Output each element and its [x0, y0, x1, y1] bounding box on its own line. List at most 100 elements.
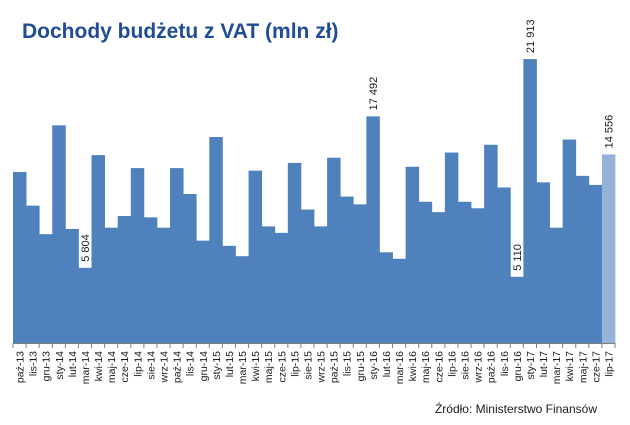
x-tick-label-lut-16: lut-16 — [381, 351, 393, 377]
bar-gru-15 — [353, 204, 367, 343]
x-tick-label-paź-14: paź-14 — [172, 351, 184, 383]
x-tick-label-lis-13: lis-13 — [28, 351, 40, 376]
bar-lip-14 — [130, 168, 145, 343]
data-labels-group: 5 804 17 492 5 110 21 913 14 556 — [80, 19, 615, 270]
x-tick-label-kwi-17: kwi-17 — [564, 351, 576, 382]
bar-mar-17 — [549, 227, 564, 343]
bar-lut-15 — [222, 245, 236, 343]
x-tick-label-wrz-15: wrz-15 — [316, 351, 328, 384]
data-label-mar-14: 5 804 — [80, 234, 92, 262]
x-tick-label-cze-17: cze-17 — [590, 351, 602, 383]
data-label-sty-16: 17 492 — [368, 77, 380, 111]
bar-lip-16 — [444, 152, 459, 343]
bar-sty-17 — [523, 59, 537, 343]
bar-gru-14 — [196, 240, 210, 343]
x-tick-label-lut-17: lut-17 — [538, 351, 550, 377]
x-tick-label-kwi-15: kwi-15 — [250, 351, 262, 382]
bar-gru-16 — [510, 276, 524, 343]
x-tick-label-gru-16: gru-16 — [512, 351, 524, 382]
x-tick-label-sie-15: sie-15 — [302, 351, 314, 380]
bar-maj-17 — [575, 175, 590, 343]
bar-kwi-15 — [248, 170, 263, 343]
x-tick-labels-group: paź-13 lis-13 gru-13 sty-14 lut-14 mar-14 kwi-… — [15, 351, 616, 384]
x-tick-label-paź-15: paź-15 — [329, 351, 341, 383]
bar-wrz-16 — [471, 208, 485, 343]
x-tick-label-lis-14: lis-14 — [185, 351, 197, 376]
x-tick-label-cze-14: cze-14 — [119, 351, 131, 383]
x-tick-label-mar-14: mar-14 — [80, 351, 92, 384]
bar-gru-13 — [39, 234, 53, 343]
x-tick-label-cze-15: cze-15 — [276, 351, 288, 383]
x-tick-label-maj-15: maj-15 — [263, 351, 275, 383]
x-tick-label-mar-15: mar-15 — [237, 351, 249, 384]
x-tick-label-gru-15: gru-15 — [355, 351, 367, 382]
bar-maj-14 — [104, 227, 119, 343]
bar-wrz-14 — [156, 227, 171, 343]
x-tick-label-kwi-14: kwi-14 — [93, 351, 105, 382]
x-tick-label-lut-15: lut-15 — [224, 351, 236, 377]
x-tick-label-cze-16: cze-16 — [433, 351, 445, 383]
x-tick-label-lis-15: lis-15 — [342, 351, 354, 376]
bar-lip-17 — [601, 154, 616, 343]
x-tick-label-sie-16: sie-16 — [460, 351, 472, 380]
bar-cze-15 — [274, 232, 289, 343]
x-tick-label-lis-16: lis-16 — [499, 351, 511, 376]
bar-kwi-17 — [562, 139, 577, 343]
x-tick-label-paź-13: paź-13 — [15, 351, 27, 383]
x-tick-label-paź-16: paź-16 — [486, 351, 498, 383]
bar-sty-14 — [52, 125, 66, 343]
x-tick-label-lip-14: lip-14 — [132, 351, 144, 377]
x-tick-label-maj-16: maj-16 — [420, 351, 432, 383]
bar-kwi-14 — [91, 155, 106, 343]
bar-lis-15 — [340, 196, 354, 343]
x-tick-label-sty-16: sty-16 — [368, 351, 380, 380]
bar-sie-15 — [300, 209, 315, 343]
bar-paź-14 — [170, 168, 184, 343]
x-tick-label-lip-15: lip-15 — [289, 351, 301, 377]
bar-lis-14 — [183, 194, 197, 343]
x-tick-label-wrz-14: wrz-14 — [159, 351, 171, 384]
data-label-sty-17: 21 913 — [525, 19, 537, 53]
x-tick-label-lip-17: lip-17 — [603, 351, 615, 377]
bar-mar-14 — [78, 267, 92, 343]
bar-lut-16 — [379, 252, 393, 343]
x-tick-label-gru-13: gru-13 — [41, 351, 53, 382]
bar-sty-15 — [209, 136, 223, 343]
data-label-gru-16: 5 110 — [512, 244, 524, 271]
x-ticks-group — [12, 343, 616, 348]
chart-title: Dochody budżetu z VAT (mln zł) — [22, 20, 339, 43]
x-tick-label-gru-14: gru-14 — [198, 351, 210, 382]
bar-cze-14 — [117, 216, 132, 343]
bar-maj-15 — [261, 226, 276, 343]
data-label-lip-17: 14 556 — [603, 115, 615, 149]
bar-mar-15 — [235, 256, 249, 343]
bar-lis-16 — [497, 187, 511, 343]
bar-lut-17 — [536, 182, 550, 343]
bar-sie-16 — [457, 201, 472, 343]
x-tick-label-sie-14: sie-14 — [145, 351, 157, 380]
x-tick-label-sty-17: sty-17 — [525, 351, 537, 380]
bar-lis-13 — [26, 205, 40, 343]
bar-maj-16 — [418, 201, 433, 343]
bar-kwi-16 — [405, 166, 420, 343]
x-tick-label-mar-17: mar-17 — [551, 351, 563, 384]
bars-group — [13, 59, 616, 343]
x-tick-label-sty-14: sty-14 — [54, 351, 66, 380]
bar-sie-14 — [143, 217, 158, 343]
x-tick-label-lut-14: lut-14 — [67, 351, 79, 377]
x-tick-label-mar-16: mar-16 — [394, 351, 406, 384]
bar-paź-16 — [484, 144, 498, 343]
x-tick-label-maj-17: maj-17 — [577, 351, 589, 383]
bar-wrz-15 — [314, 226, 328, 343]
x-tick-label-kwi-16: kwi-16 — [407, 351, 419, 382]
bar-paź-13 — [13, 171, 27, 343]
x-tick-label-sty-15: sty-15 — [211, 351, 223, 380]
bar-cze-16 — [431, 212, 446, 343]
bar-lut-14 — [65, 228, 79, 343]
x-tick-label-maj-14: maj-14 — [106, 351, 118, 383]
bar-sty-16 — [366, 116, 380, 343]
x-tick-label-wrz-16: wrz-16 — [473, 351, 485, 384]
bar-lip-15 — [287, 162, 302, 343]
bar-mar-16 — [392, 258, 407, 343]
